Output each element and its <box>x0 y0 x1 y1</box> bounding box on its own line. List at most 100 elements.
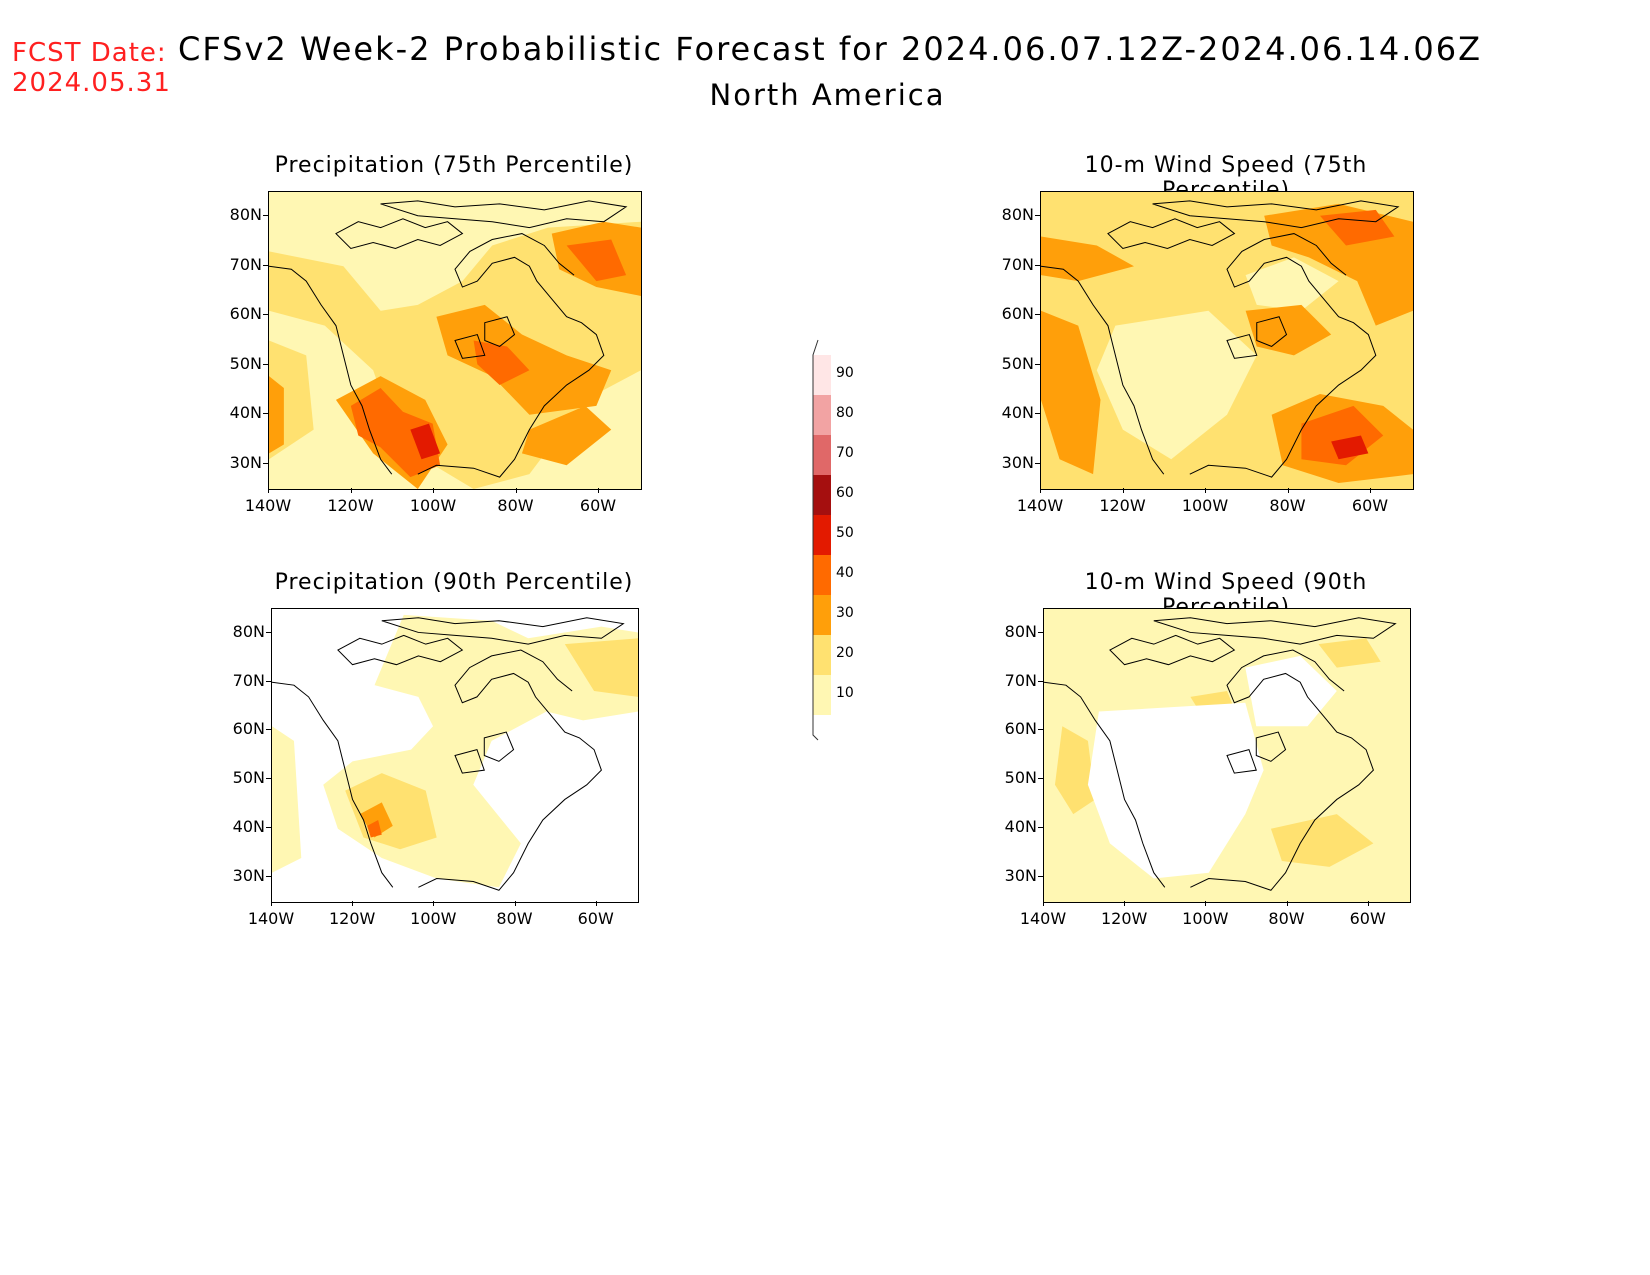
no-signal-area <box>272 609 404 697</box>
probability-shading <box>272 726 302 873</box>
probability-shading <box>1245 257 1339 311</box>
longitude-tick-label: 60W <box>1351 496 1389 515</box>
colorbar-swatch <box>813 635 831 675</box>
latitude-tick-label: 60N <box>229 304 262 323</box>
latitude-tick-label: 80N <box>1004 621 1037 641</box>
longitude-tick-label: 120W <box>327 496 374 515</box>
longitude-tick-label: 140W <box>247 909 295 928</box>
longitude-tick <box>1205 488 1206 493</box>
probability-shading <box>410 423 441 460</box>
longitude-tick <box>595 901 597 906</box>
colorbar-graphic <box>812 339 831 741</box>
latitude-tick <box>266 827 271 828</box>
latitude-tick-label: 60N <box>1001 304 1034 323</box>
latitude-tick-label: 70N <box>229 254 262 274</box>
longitude-tick <box>1287 488 1289 493</box>
colorbar-swatch <box>813 555 831 595</box>
latitude-tick <box>1038 827 1043 828</box>
coastline <box>1041 201 1398 477</box>
longitude-tick <box>598 488 599 493</box>
longitude-tick <box>433 488 434 493</box>
map-panel-3: Precipitation (90th Percentile) 80N 70N 60N… <box>233 570 639 928</box>
probability-shading <box>350 388 441 478</box>
probability-shading <box>1331 435 1369 460</box>
latitude-tick-label: 80N <box>232 621 265 641</box>
longitude-tick <box>1040 488 1041 493</box>
longitude-tick <box>1122 488 1124 493</box>
latitude-tick-label: 60N <box>1004 719 1037 739</box>
longitude-tick-label: 100W <box>409 496 457 515</box>
no-signal-area <box>1245 655 1337 727</box>
longitude-tick-label: 60W <box>579 496 617 515</box>
longitude-tick <box>1205 901 1207 906</box>
longitude-tick <box>514 901 516 906</box>
colorbar-swatch <box>813 435 831 475</box>
probability-shading <box>359 802 393 838</box>
longitude-tick-label: 100W <box>410 909 457 928</box>
latitude-tick-label: 80N <box>229 205 262 224</box>
longitude-tick <box>1370 488 1371 493</box>
latitude-tick <box>263 314 268 315</box>
longitude-tick <box>268 488 269 493</box>
latitude-tick <box>263 264 268 266</box>
latitude-tick-label: 50N <box>1004 768 1037 788</box>
longitude-tick <box>1286 901 1288 906</box>
latitude-tick-label: 50N <box>232 768 265 788</box>
probability-shading <box>521 405 612 466</box>
latitude-tick <box>266 631 271 633</box>
longitude-tick-label: 60W <box>1349 909 1386 928</box>
longitude-tick <box>515 488 517 493</box>
colorbar-label: 60 <box>836 485 854 501</box>
longitude-tick <box>1043 901 1044 906</box>
probability-shading <box>1054 726 1096 815</box>
latitude-tick <box>1038 778 1043 780</box>
latitude-tick <box>1035 363 1040 365</box>
forecast-date-value: 2024.05.31 <box>12 68 171 98</box>
latitude-tick <box>263 215 268 216</box>
probability-shading <box>1041 310 1101 475</box>
longitude-tick-label: 60W <box>577 909 614 928</box>
longitude-tick-label: 100W <box>1182 909 1229 928</box>
latitude-tick-label: 30N <box>1004 865 1037 885</box>
latitude-tick <box>1038 729 1043 731</box>
longitude-tick <box>350 488 352 493</box>
probability-shading <box>564 638 638 697</box>
probability-shading <box>566 239 627 282</box>
latitude-tick <box>1035 264 1040 266</box>
coastline <box>272 618 623 890</box>
latitude-tick-label: 50N <box>229 353 262 373</box>
colorbar-label: 80 <box>836 405 854 421</box>
coastline <box>269 201 626 477</box>
map-panel-4: 10-m Wind Speed (90th Percentile)80N70N6… <box>1005 570 1411 928</box>
latitude-tick <box>263 413 268 414</box>
latitude-tick-label: 60N <box>232 719 265 739</box>
longitude-tick-label: 120W <box>1100 909 1148 928</box>
colorbar-swatch <box>813 515 831 555</box>
longitude-tick-label: 80W <box>496 909 533 928</box>
longitude-tick-label: 80W <box>497 496 534 515</box>
page-title: CFSv2 Week-2 Probabilistic Forecast for … <box>177 30 1483 68</box>
map-panel-1: Precipitation (75th Percentile) 80N 70N 60N… <box>230 153 642 515</box>
longitude-tick-label: 120W <box>328 909 376 928</box>
longitude-tick-label: 140W <box>244 496 292 515</box>
latitude-tick-label: 70N <box>1004 670 1037 690</box>
map-plot <box>271 608 639 903</box>
no-signal-area <box>308 720 353 756</box>
latitude-tick-label: 80N <box>1001 205 1034 224</box>
probability-shading <box>473 340 530 386</box>
longitude-tick-label: 100W <box>1181 496 1229 515</box>
latitude-tick <box>1035 462 1040 464</box>
colorbar: 90 80 70 60 50 40 30 20 10 <box>810 335 890 745</box>
latitude-tick <box>1038 680 1043 682</box>
forecast-date: FCST Date: 2024.05.31 <box>12 38 171 98</box>
latitude-tick <box>1038 631 1043 633</box>
no-signal-area <box>1087 702 1264 879</box>
latitude-tick-label: 70N <box>232 670 265 690</box>
latitude-tick-label: 30N <box>1001 452 1034 472</box>
latitude-tick-label: 40N <box>1001 403 1034 422</box>
latitude-tick-label: 70N <box>1001 254 1034 274</box>
probability-shading <box>345 773 437 850</box>
probability-shading <box>1096 310 1257 460</box>
latitude-tick <box>263 462 268 464</box>
latitude-tick <box>1035 413 1040 414</box>
